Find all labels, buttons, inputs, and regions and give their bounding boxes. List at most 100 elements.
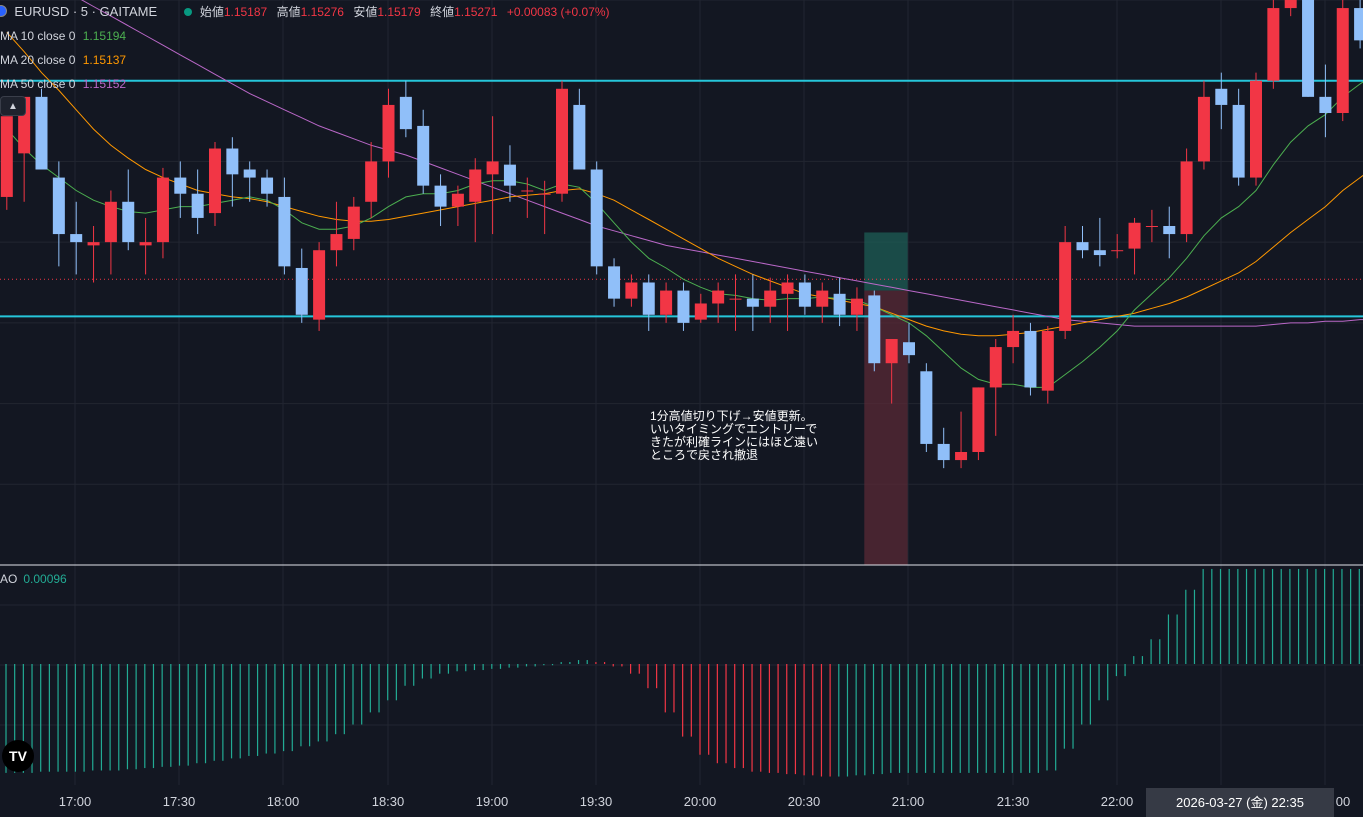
time-axis-label: 19:00 <box>475 794 509 809</box>
indicator-value: 1.15152 <box>82 77 127 91</box>
ohlc-change: +0.00083 (+0.07%) <box>506 5 610 19</box>
tradingview-logo-icon[interactable]: TV <box>2 740 34 772</box>
ohlc-low-label: 安値 <box>353 5 378 19</box>
candle-body <box>1007 330 1020 348</box>
ma20-line <box>6 31 1363 337</box>
candle-body <box>1284 0 1297 9</box>
candle-body <box>955 452 968 461</box>
candle-body <box>503 164 516 186</box>
candle <box>1024 322 1037 396</box>
candle-body <box>382 104 395 162</box>
indicator-label: MA 10 close 0 <box>0 29 76 43</box>
candle <box>937 427 950 469</box>
chevron-up-icon: ▲ <box>8 101 18 112</box>
candle-body <box>1076 242 1089 251</box>
candle <box>590 161 603 275</box>
candle-body <box>764 290 777 307</box>
candle-body <box>104 201 117 243</box>
indicator-ma20[interactable]: MA 20 close 0 1.15137 <box>0 48 616 72</box>
candle <box>399 80 412 138</box>
candle-body <box>556 88 568 194</box>
candle <box>538 180 551 235</box>
candle <box>1232 88 1245 186</box>
candle-body <box>972 387 985 452</box>
candle-body <box>989 347 1002 388</box>
candle-body <box>1215 88 1228 105</box>
candle <box>833 277 846 327</box>
candle-body <box>937 443 950 461</box>
market-status-icon[interactable] <box>184 8 193 16</box>
candle-body <box>0 116 13 197</box>
candle <box>417 109 430 194</box>
candle-body <box>191 193 204 218</box>
candle-body <box>313 250 326 320</box>
candle <box>1093 217 1106 267</box>
candle-body <box>417 125 430 186</box>
candle-body <box>1319 96 1332 113</box>
time-axis-label: 20:30 <box>787 794 821 809</box>
candle <box>816 282 829 323</box>
candle <box>382 88 395 178</box>
candle-body <box>573 104 586 170</box>
collapse-legend-button[interactable]: ▲ <box>0 96 26 116</box>
time-axis-label: 22:00 <box>1100 794 1134 809</box>
candle <box>70 201 83 275</box>
candle-body <box>868 295 881 364</box>
candle <box>712 282 725 323</box>
candle-body <box>798 282 811 307</box>
candle-body <box>1093 250 1106 256</box>
candle-body <box>677 290 690 323</box>
candle <box>764 277 777 323</box>
candle-body <box>608 266 621 299</box>
candle <box>573 88 586 170</box>
ohlc-high-value: 1.15276 <box>300 5 344 19</box>
indicator-label: MA 20 close 0 <box>0 53 76 67</box>
crosshair-time-label: 2026-03-27 (金) 22:35 <box>1146 788 1334 817</box>
candle <box>35 88 48 170</box>
candle-body <box>1128 222 1141 249</box>
candle-body <box>1163 226 1176 235</box>
candle-body <box>694 303 707 320</box>
candle <box>139 217 152 275</box>
candle <box>1302 0 1315 97</box>
candle-body <box>833 293 846 315</box>
candle <box>1163 206 1176 259</box>
moving-averages <box>6 0 1363 388</box>
indicator-ma50[interactable]: MA 50 close 0 1.15152 <box>0 72 616 96</box>
candle <box>347 196 360 251</box>
candle <box>677 282 690 331</box>
chart-legend: EURUSD · 5 · GAITAME 始値1.15187 高値1.15276… <box>0 0 616 96</box>
horizontal-lines[interactable] <box>0 79 1363 318</box>
candle-body <box>1180 161 1193 235</box>
candle-body <box>1024 330 1037 388</box>
candle-body <box>781 282 794 294</box>
text-annotation[interactable]: 1分高値切り下げ→安値更新。 いいタイミングでエントリーで きたが利確ラインには… <box>650 409 819 462</box>
candle <box>989 339 1002 436</box>
symbol-title[interactable]: EURUSD · 5 · GAITAME <box>14 4 158 19</box>
candle <box>191 169 204 235</box>
ao-legend[interactable]: AO 0.00096 <box>0 572 67 586</box>
position-tool[interactable] <box>864 232 908 565</box>
candle-body <box>122 201 135 243</box>
candle <box>1180 148 1193 243</box>
candle-body <box>243 169 256 178</box>
candle <box>694 293 707 323</box>
candle-body <box>1267 8 1280 81</box>
time-axis-label: 17:30 <box>162 794 196 809</box>
candle <box>243 161 256 202</box>
time-axis-label: 21:30 <box>996 794 1030 809</box>
candle <box>365 142 378 218</box>
candle <box>313 242 326 331</box>
candle <box>1215 72 1228 130</box>
candle-body <box>746 298 759 307</box>
ohlc-open-value: 1.15187 <box>223 5 268 19</box>
time-axis-label: 18:30 <box>371 794 405 809</box>
candle-body <box>1197 96 1210 162</box>
candle <box>486 116 499 235</box>
candle-body <box>434 185 447 207</box>
indicator-ma10[interactable]: MA 10 close 0 1.15194 <box>0 24 616 48</box>
candle <box>1145 209 1158 243</box>
candle <box>1250 72 1262 186</box>
time-axis-label: 20:00 <box>683 794 717 809</box>
